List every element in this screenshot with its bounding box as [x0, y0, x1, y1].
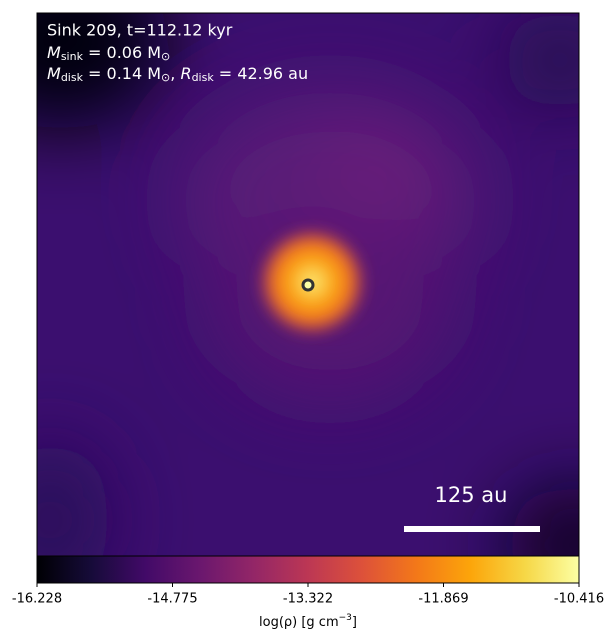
- subscript: disk: [192, 71, 215, 84]
- tick-label: -13.322: [283, 592, 333, 607]
- sink-mass: Msink = 0.06 M⊙: [47, 43, 170, 64]
- subscript: disk: [61, 71, 84, 84]
- value: = 0.14 M: [83, 64, 161, 83]
- label-close: ]: [352, 615, 357, 630]
- scale-bar: [404, 526, 540, 532]
- subscript: sink: [61, 50, 84, 63]
- tick-label: -14.775: [147, 592, 197, 607]
- scale-bar-label: 125 au: [435, 483, 508, 507]
- tick-label: -11.869: [418, 592, 468, 607]
- unit-subscript: ⊙: [161, 71, 170, 84]
- unit-subscript: ⊙: [161, 50, 170, 63]
- label-text: log(ρ) [g cm: [259, 615, 339, 630]
- title: Sink 209, t=112.12 kyr: [47, 21, 233, 40]
- symbol: R: [180, 64, 191, 83]
- density-image: [37, 13, 579, 556]
- sink-marker: [301, 278, 315, 292]
- colorbar: [36, 555, 580, 584]
- symbol: M: [47, 43, 61, 62]
- separator: ,: [170, 64, 180, 83]
- colorbar-label: log(ρ) [g cm−3]: [259, 613, 357, 630]
- tick-label: -16.228: [12, 592, 62, 607]
- label-superscript: −3: [339, 613, 352, 623]
- value: = 42.96 au: [214, 64, 308, 83]
- value: = 0.06 M: [83, 43, 161, 62]
- symbol: M: [47, 64, 61, 83]
- disk-info: Mdisk = 0.14 M⊙, Rdisk = 42.96 au: [47, 64, 308, 85]
- tick-label: -10.416: [554, 592, 604, 607]
